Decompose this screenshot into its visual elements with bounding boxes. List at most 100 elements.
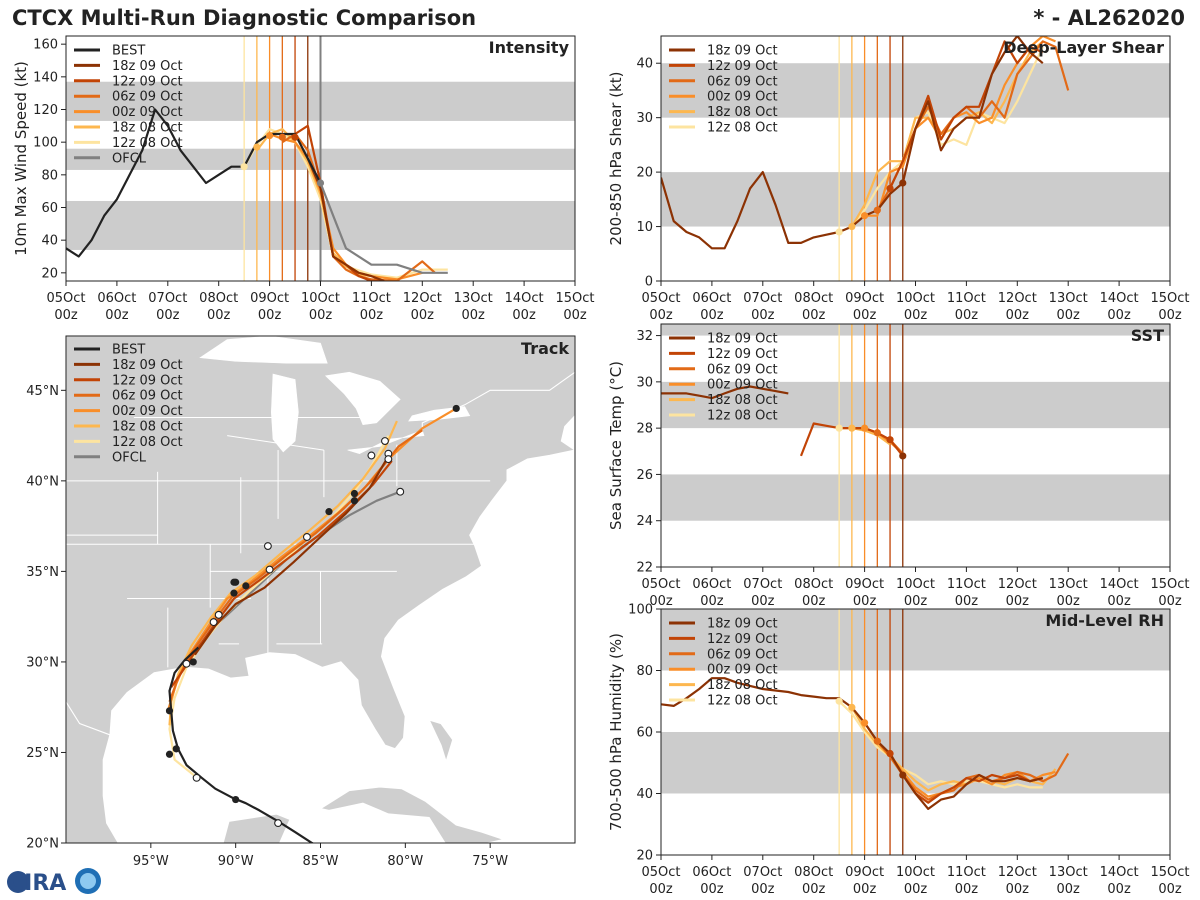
- track-position-open: [384, 455, 393, 464]
- y-tick-label: 10: [636, 220, 653, 235]
- x-tick-label-hour: 00z: [1057, 594, 1081, 609]
- y-tick-label: 0: [645, 275, 653, 290]
- legend-label-12z-09-oct: 12z 09 Oct: [112, 373, 183, 388]
- x-tick-label-hour: 00z: [904, 882, 928, 897]
- x-tick-label-date: 10Oct: [896, 577, 935, 592]
- run-start-marker-18z-09-oct: [899, 771, 907, 779]
- cira-logo: CIRA: [7, 868, 101, 896]
- sst-chart: 22 24 26 28 30 32 05Oct 00z 06Oct 00z 07Oct 00z 08Oc…: [607, 323, 1190, 609]
- lat-tick-label: 25°N: [26, 746, 59, 761]
- x-tick-label-hour: 00z: [258, 308, 282, 323]
- x-tick-label-hour: 00z: [1158, 594, 1182, 609]
- x-tick-label-date: 08Oct: [794, 291, 833, 306]
- run-start-marker-00z-09-oct: [266, 132, 274, 140]
- series-line-12z-08-oct: [838, 46, 1044, 234]
- x-tick-label-date: 15Oct: [1150, 577, 1189, 592]
- land-cuba: [318, 786, 506, 843]
- legend-label-18z-09-oct: 18z 09 Oct: [707, 617, 778, 632]
- x-tick-label-date: 12Oct: [998, 577, 1037, 592]
- series-line-12z-08-oct: [838, 700, 1043, 789]
- lon-tick-label: 85°W: [303, 854, 339, 869]
- x-tick-label-date: 11Oct: [352, 291, 391, 306]
- x-tick-label-date: 06Oct: [692, 577, 731, 592]
- x-tick-label-hour: 00z: [1057, 882, 1081, 897]
- x-tick-label-date: 09Oct: [845, 291, 884, 306]
- x-tick-label-hour: 00z: [904, 308, 928, 323]
- track-position-filled: [165, 750, 174, 758]
- x-tick-label-date: 14Oct: [1100, 291, 1139, 306]
- border-us-mexico: [66, 701, 114, 737]
- x-tick-label-hour: 00z: [904, 594, 928, 609]
- track-position-open: [302, 533, 311, 541]
- track-position-filled: [350, 497, 359, 505]
- y-axis-label: 200-850 hPa Shear (kt): [607, 72, 625, 246]
- track-position-open: [367, 451, 376, 460]
- x-tick-label-date: 09Oct: [250, 291, 289, 306]
- run-start-marker-12z-09-oct: [291, 133, 299, 141]
- legend-label-12z-08-oct: 12z 08 Oct: [112, 435, 183, 450]
- run-start-marker-12z-08-oct: [835, 697, 843, 705]
- shear-chart: 0 10 20 30 40 05Oct 00z 06Oct 00z 07Oct 00z 08Oct 00…: [607, 35, 1190, 323]
- y-axis-label: 10m Max Wind Speed (kt): [12, 61, 30, 256]
- track-position-open: [209, 618, 218, 627]
- x-tick-label-hour: 00z: [54, 308, 78, 323]
- plot-area: [66, 36, 575, 281]
- track-line-18z-09-oct: [194, 458, 388, 656]
- y-tick-label: 120: [33, 103, 58, 118]
- x-tick-label-hour: 00z: [955, 882, 979, 897]
- y-tick-label: 20: [636, 849, 653, 864]
- x-tick-label-date: 14Oct: [505, 291, 544, 306]
- run-start-marker-18z-08-oct: [253, 143, 261, 151]
- track-position-filled: [230, 578, 238, 586]
- x-tick-label-hour: 00z: [700, 308, 724, 323]
- y-tick-label: 60: [41, 201, 58, 216]
- x-tick-label-hour: 00z: [105, 308, 129, 323]
- run-start-marker-06z-09-oct: [278, 133, 286, 141]
- legend-label-06z-09-oct: 06z 09 Oct: [707, 647, 778, 662]
- x-tick-label-hour: 00z: [802, 882, 826, 897]
- intensity-chart: 20 40 60 80 100 120 140 160 05Oct 00z 06Oct 00z 07Oc…: [12, 35, 595, 323]
- y-tick-label: 80: [636, 664, 653, 679]
- legend-label-18z-09-oct: 18z 09 Oct: [707, 332, 778, 347]
- gray-band: [661, 609, 1170, 671]
- series-line-00z-09-oct: [269, 132, 423, 281]
- state-border: [227, 435, 324, 451]
- x-tick-label-date: 12Oct: [998, 291, 1037, 306]
- figure-title: CTCX Multi-Run Diagnostic Comparison: [12, 6, 476, 30]
- x-tick-label-hour: 00z: [649, 308, 673, 323]
- x-tick-label-hour: 00z: [1107, 594, 1131, 609]
- legend-label-18z-08-oct: 18z 08 Oct: [707, 678, 778, 693]
- logo-text: CIRA: [8, 871, 66, 896]
- plot-area: [661, 609, 1170, 855]
- x-tick-label-hour: 00z: [649, 882, 673, 897]
- x-tick-label-date: 13Oct: [1049, 291, 1088, 306]
- legend-label-06z-09-oct: 06z 09 Oct: [112, 389, 183, 404]
- x-tick-label-hour: 00z: [1158, 308, 1182, 323]
- border-us-canada-east: [421, 371, 575, 429]
- x-tick-label-date: 09Oct: [845, 865, 884, 880]
- lon-tick-label: 75°W: [472, 854, 508, 869]
- legend-label-18z-08-oct: 18z 08 Oct: [112, 420, 183, 435]
- x-tick-label-date: 10Oct: [301, 291, 340, 306]
- lon-tick-label: 80°W: [387, 854, 423, 869]
- x-tick-label-hour: 00z: [1006, 308, 1030, 323]
- lon-tick-label: 95°W: [133, 854, 169, 869]
- plot-area: [661, 36, 1170, 281]
- x-tick-label-date: 06Oct: [97, 291, 136, 306]
- legend-label-18z-09-oct: 18z 09 Oct: [112, 59, 183, 74]
- run-start-marker-ofcl: [316, 179, 325, 187]
- track-position-open: [381, 437, 389, 445]
- track-line-best: [168, 646, 315, 843]
- y-tick-label: 26: [636, 468, 653, 483]
- series-line-ofcl: [306, 157, 448, 274]
- gray-band: [661, 474, 1170, 521]
- run-start-marker-18z-09-oct: [899, 179, 907, 187]
- track-map: 95°W 90°W 85°W 80°W 75°W 20°N 25°N 30°N 35°N 40°N…: [26, 335, 576, 869]
- track-position-filled: [230, 589, 238, 597]
- x-tick-label-date: 07Oct: [743, 577, 782, 592]
- legend-label-06z-09-oct: 06z 09 Oct: [707, 362, 778, 377]
- x-tick-label-hour: 00z: [156, 308, 180, 323]
- logo-seal-inner-icon: [80, 873, 96, 889]
- x-tick-label-hour: 00z: [462, 308, 486, 323]
